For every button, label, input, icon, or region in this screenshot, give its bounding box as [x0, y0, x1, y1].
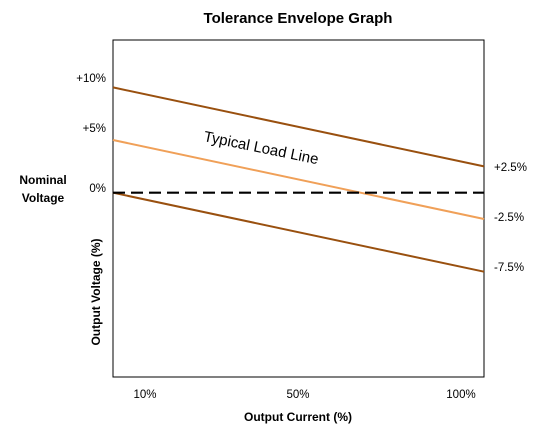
lower-tolerance-line: [112, 191, 485, 273]
plot-area-frame: [112, 39, 485, 378]
x-tick-10: 10%: [133, 389, 156, 401]
typical-load-line: [112, 139, 485, 220]
x-axis-title: Output Current (%): [244, 410, 352, 424]
y-tick-left-plus10: +10%: [76, 73, 106, 85]
upper-tolerance-line: [112, 86, 485, 168]
y-tick-right-minus7-5: -7.5%: [494, 262, 524, 274]
x-tick-100: 100%: [446, 389, 475, 401]
y-tick-left-plus5: +5%: [83, 123, 106, 135]
nominal-voltage-label-line1: Nominal: [19, 173, 66, 187]
y-tick-right-plus2-5: +2.5%: [494, 162, 527, 174]
y-tick-right-minus2-5: -2.5%: [494, 212, 524, 224]
x-tick-50: 50%: [286, 389, 309, 401]
chart-title: Tolerance Envelope Graph: [204, 10, 393, 27]
series-layer: [112, 86, 485, 273]
nominal-voltage-label-line2: Voltage: [22, 191, 65, 205]
y-axis-title: Output Voltage (%): [89, 238, 103, 345]
y-tick-left-zero: 0%: [89, 183, 106, 195]
